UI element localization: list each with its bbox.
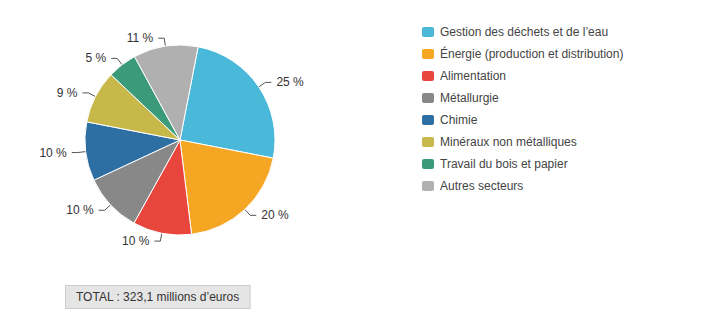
svg-text:Minéraux non métalliques: Minéraux non métalliques: [440, 135, 577, 149]
svg-text:9 %: 9 %: [57, 86, 78, 100]
svg-text:Travail du bois et papier: Travail du bois et papier: [440, 157, 568, 171]
svg-text:10 %: 10 %: [66, 203, 94, 217]
svg-text:10 %: 10 %: [39, 146, 67, 160]
svg-text:Énergie (production et distrib: Énergie (production et distribution): [440, 46, 623, 61]
svg-text:Métallurgie: Métallurgie: [440, 91, 499, 105]
svg-text:5 %: 5 %: [85, 51, 106, 65]
svg-text:25 %: 25 %: [276, 75, 304, 89]
svg-text:Chimie: Chimie: [440, 113, 478, 127]
svg-text:10 %: 10 %: [122, 234, 150, 248]
svg-text:Autres secteurs: Autres secteurs: [440, 179, 523, 193]
svg-text:TOTAL : 323,1 millions d’euros: TOTAL : 323,1 millions d’euros: [76, 290, 239, 304]
svg-text:20 %: 20 %: [261, 208, 289, 222]
svg-text:11 %: 11 %: [127, 31, 154, 45]
svg-text:Alimentation: Alimentation: [440, 69, 506, 83]
svg-text:Gestion des déchets et de l’ea: Gestion des déchets et de l’eau: [440, 25, 608, 39]
